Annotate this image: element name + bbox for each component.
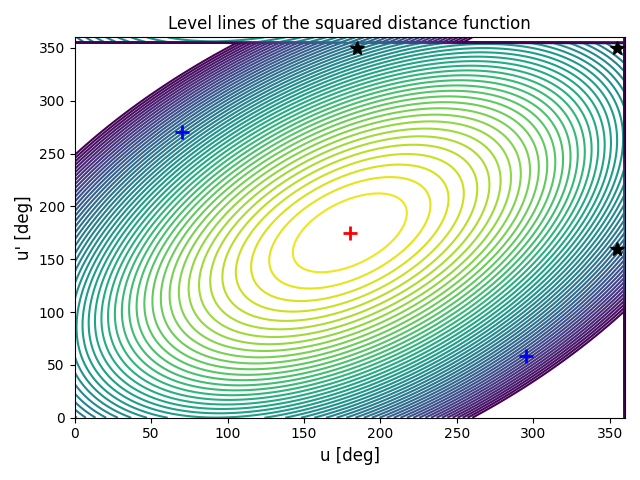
Y-axis label: u' [deg]: u' [deg] [15,195,33,260]
Title: Level lines of the squared distance function: Level lines of the squared distance func… [168,15,531,33]
X-axis label: u [deg]: u [deg] [320,447,380,465]
